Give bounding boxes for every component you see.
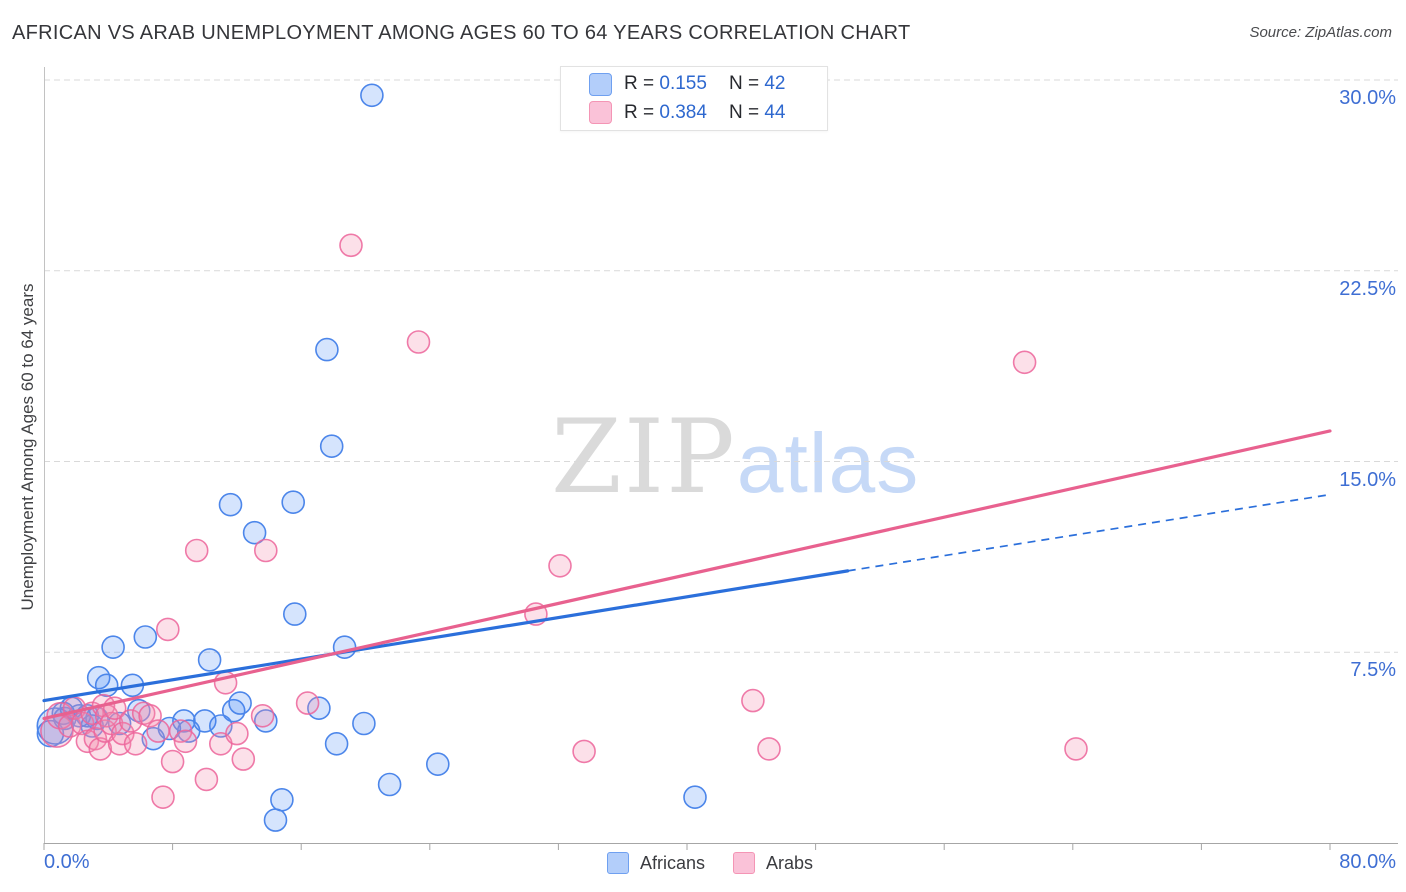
point-african [228, 691, 252, 715]
point-arab [160, 749, 185, 774]
y-tick-label: 22.5% [1339, 277, 1396, 300]
point-arab [406, 330, 431, 354]
x-tick-label-max: 80.0% [1339, 851, 1396, 873]
point-arab [88, 737, 113, 761]
point-arab [184, 538, 209, 563]
point-african [263, 808, 288, 832]
point-african [324, 731, 349, 756]
point-african [683, 785, 707, 810]
point-african [319, 434, 344, 459]
source-credit: Source: ZipAtlas.com [1249, 24, 1392, 41]
point-african [307, 696, 331, 721]
series-legend-arabs: Arabs [733, 852, 813, 874]
point-african [133, 625, 158, 649]
legend-row-arabs: R = 0.384 N = 44 [589, 101, 827, 125]
point-arab [572, 739, 596, 764]
point-arab [1064, 737, 1088, 761]
y-tick-label: 30.0% [1339, 87, 1396, 109]
y-axis-title: Unemployment Among Ages 60 to 64 years [18, 283, 37, 611]
r-value-arabs: 0.384 [659, 101, 707, 123]
point-african [360, 83, 384, 108]
correlation-legend: R = 0.155 N = 42 R = 0.384 N = 44 [560, 66, 828, 131]
point-arab [156, 617, 180, 642]
point-african [352, 711, 376, 736]
series-legend: Africans Arabs [607, 852, 813, 874]
point-african [282, 602, 307, 626]
r-label: R = [624, 101, 655, 123]
arabs-swatch [589, 101, 612, 125]
point-african [281, 490, 306, 515]
point-arab [123, 731, 148, 756]
point-arab [741, 688, 765, 713]
point-african [197, 648, 222, 672]
trend-line-extension-africans [847, 493, 1331, 572]
point-african [221, 698, 246, 723]
point-arab [119, 709, 143, 733]
n-value-africans: 42 [764, 73, 786, 95]
point-african [315, 337, 339, 362]
point-african [242, 520, 267, 545]
point-arab [757, 737, 781, 761]
r-value-africans: 0.155 [659, 73, 707, 95]
legend-row-africans: R = 0.155 N = 42 [589, 72, 827, 96]
africans-swatch [589, 72, 612, 96]
point-arab [194, 767, 219, 792]
point-arab [250, 703, 275, 728]
r-label: R = [624, 73, 655, 95]
page-title: AFRICAN VS ARAB UNEMPLOYMENT AMONG AGES … [12, 22, 911, 44]
trend-line-arabs [42, 429, 1332, 720]
point-arab [1012, 350, 1037, 375]
trend-line-africans [42, 569, 850, 703]
point-arab [339, 233, 363, 258]
point-arab [295, 691, 320, 715]
point-african [425, 752, 450, 777]
point-arab [548, 553, 572, 578]
africans-legend-label: Africans [640, 852, 706, 873]
arabs-legend-label: Arabs [766, 852, 814, 873]
y-tick-label: 15.0% [1339, 468, 1396, 491]
point-african [377, 772, 402, 797]
n-value-arabs: 44 [764, 101, 786, 123]
point-african [270, 787, 294, 812]
y-tick-label: 7.5% [1350, 659, 1396, 682]
x-tick-label-min: 0.0% [44, 851, 90, 873]
n-label: N = [728, 101, 760, 123]
point-african [101, 635, 125, 660]
point-arab [138, 703, 162, 728]
point-arab [151, 785, 175, 810]
point-arab [146, 719, 170, 743]
point-arab [231, 747, 256, 771]
africans-legend-swatch [607, 852, 629, 874]
point-african [218, 492, 243, 517]
series-legend-africans: Africans [607, 852, 705, 874]
arabs-legend-swatch [733, 852, 756, 874]
point-arab [173, 729, 198, 754]
point-arab [225, 721, 249, 746]
point-arab [253, 538, 278, 563]
n-label: N = [728, 73, 760, 95]
